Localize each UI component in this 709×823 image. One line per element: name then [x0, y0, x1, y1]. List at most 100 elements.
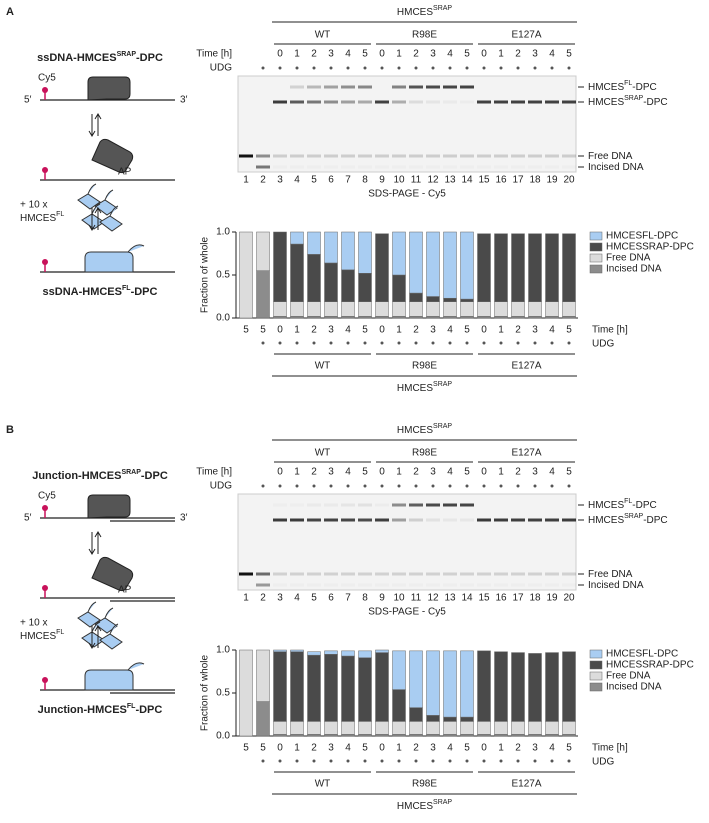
- group-label: WT: [315, 779, 331, 790]
- bar-segment: [273, 316, 287, 319]
- gel-band: [307, 572, 321, 576]
- gel-band: [273, 518, 287, 522]
- udg-dot: [380, 484, 384, 488]
- udg-dot: [261, 484, 265, 488]
- bar-segment: [426, 721, 440, 735]
- time: 0: [379, 467, 385, 478]
- time: 5: [362, 49, 368, 60]
- gel-band: [494, 154, 508, 158]
- udg-dot: [346, 484, 350, 488]
- time: 1: [294, 49, 300, 60]
- udg-dot: [550, 759, 554, 763]
- udg-dot: [312, 66, 316, 70]
- arrow-down: [88, 114, 96, 137]
- gel-band: [324, 154, 338, 158]
- lane-number: 13: [444, 593, 456, 604]
- gel-band: [409, 100, 423, 104]
- gel-band: [307, 100, 321, 104]
- bar-segment: [494, 233, 508, 302]
- lane-number: 11: [411, 175, 422, 186]
- udg-dot: [567, 484, 571, 488]
- text-part: FL: [122, 285, 131, 292]
- bar-segment: [409, 707, 423, 722]
- gel-band: [460, 503, 474, 507]
- time: 2: [311, 49, 317, 60]
- lane-number: 19: [546, 175, 558, 186]
- time: 0: [481, 49, 487, 60]
- legend-swatch: [589, 682, 603, 692]
- srap-protein: [87, 76, 131, 101]
- lane-number: 12: [427, 593, 439, 604]
- gel-band: [511, 154, 525, 158]
- arrow-down: [88, 208, 96, 231]
- gel-band: [511, 166, 525, 169]
- legend-label: Incised DNA: [606, 682, 662, 693]
- text-part: Junction-HMCES: [38, 704, 127, 716]
- bar-segment: [528, 233, 542, 302]
- udg-dot: [261, 341, 265, 345]
- label: + 10 x: [20, 200, 48, 211]
- time: 3: [430, 49, 436, 60]
- bar-segment: [341, 734, 355, 737]
- gel-band: [290, 504, 304, 507]
- gel-band: [562, 100, 576, 104]
- gel-band: [290, 85, 304, 89]
- bar-segment: [511, 233, 525, 302]
- text-part: SRAP: [433, 381, 452, 388]
- lane-number: 9: [379, 593, 385, 604]
- gel-band: [545, 572, 559, 576]
- gel-band: [460, 101, 474, 104]
- time: 3: [328, 467, 334, 478]
- bar-segment: [307, 231, 321, 255]
- text-part: SRAP: [433, 799, 452, 806]
- time: 5: [566, 49, 572, 60]
- label: HMCESFL: [20, 211, 64, 224]
- gel-title: HMCESSRAP: [397, 5, 453, 18]
- row-label: UDG: [210, 63, 232, 74]
- gel-band: [239, 572, 253, 576]
- bar-segment: [528, 316, 542, 319]
- bar-segment: [307, 734, 321, 737]
- gel-band: [290, 572, 304, 576]
- bar-segment: [562, 233, 576, 302]
- gel-band: [562, 584, 576, 587]
- bar-segment: [358, 734, 372, 737]
- gel-band: [528, 154, 542, 158]
- gel-band: [273, 584, 287, 587]
- x-tick-label: 5: [243, 743, 249, 754]
- srap-protein: [91, 556, 134, 592]
- gel-band: [460, 154, 474, 158]
- row-label: Time [h]: [196, 49, 232, 60]
- x-tick-label: 2: [311, 325, 317, 336]
- gel-band: [477, 572, 491, 576]
- lane-number: 9: [379, 175, 385, 186]
- group-title: HMCESSRAP: [397, 381, 453, 394]
- lane-number: 4: [294, 593, 300, 604]
- group-label: E127A: [511, 361, 541, 372]
- udg-dot: [363, 484, 367, 488]
- lane-number: 7: [345, 593, 351, 604]
- arrow-up: [94, 625, 102, 648]
- x-tick-label: 0: [379, 743, 385, 754]
- x-tick-label: 0: [277, 325, 283, 336]
- text-part: HMCES: [588, 82, 624, 93]
- text-part: -DPC: [632, 500, 656, 511]
- bar-segment: [307, 721, 321, 735]
- gel-band: [460, 166, 474, 169]
- gel-band: [290, 166, 304, 169]
- udg-dot: [414, 484, 418, 488]
- cy5-dot: [42, 87, 48, 93]
- bar-segment: [273, 231, 287, 302]
- gel-band: [375, 518, 389, 522]
- bar-segment: [324, 734, 338, 737]
- bar-segment: [477, 316, 491, 319]
- gel-band: [341, 166, 355, 169]
- gel-band: [562, 572, 576, 576]
- text-part: HMCES: [20, 631, 56, 642]
- time: 0: [277, 467, 283, 478]
- gel-band: [528, 518, 542, 522]
- bar-segment: [562, 734, 576, 737]
- gel-band: [290, 518, 304, 522]
- udg-dot: [465, 341, 469, 345]
- udg-dot: [533, 484, 537, 488]
